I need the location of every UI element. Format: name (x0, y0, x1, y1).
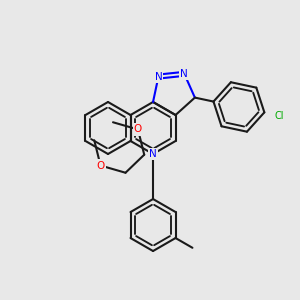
Text: O: O (96, 160, 105, 170)
Text: Cl: Cl (275, 111, 284, 121)
Text: N: N (154, 72, 162, 82)
Text: N: N (149, 149, 157, 159)
Text: N: N (180, 69, 188, 79)
Text: O: O (134, 124, 142, 134)
